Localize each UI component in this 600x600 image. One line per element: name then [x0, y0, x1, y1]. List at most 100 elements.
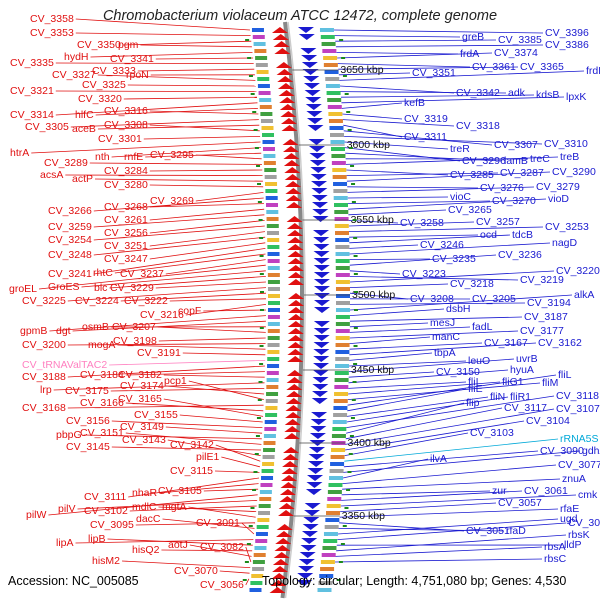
gene-label-left[interactable]: aceB — [72, 123, 96, 135]
gene-label-right[interactable]: rfaD — [506, 525, 526, 537]
gene-label-left[interactable]: blc — [94, 282, 107, 294]
gene-label-right[interactable]: greB — [462, 31, 484, 43]
gene-label-left[interactable]: CV_3268 — [104, 201, 148, 213]
gene-label-right[interactable]: CV_3246 — [420, 239, 464, 251]
gene-label-right[interactable]: CV_3177 — [520, 325, 564, 337]
gene-label-right[interactable]: CV_3118 — [556, 390, 599, 402]
gene-label-left[interactable]: CV_3102 — [84, 505, 128, 517]
gene-label-right[interactable]: manC — [432, 331, 460, 343]
gene-label-left[interactable]: CV_3082 — [200, 541, 244, 553]
gene-label-right[interactable]: CV_3219 — [520, 274, 564, 286]
gene-label-right[interactable]: CV_3396 — [545, 27, 589, 39]
gene-label-right[interactable]: CV_3374 — [494, 47, 538, 59]
gene-label-right[interactable]: CV_3270 — [492, 195, 536, 207]
gene-label-right[interactable]: znuA — [562, 473, 586, 485]
gene-label-left[interactable]: dacC — [136, 513, 161, 525]
gene-label-right[interactable]: CV_3103 — [470, 427, 514, 439]
gene-label-right[interactable]: CV_3290 — [552, 166, 596, 178]
gene-label-left[interactable]: CV_3261 — [104, 214, 148, 226]
gene-label-right[interactable]: rbsA — [544, 541, 566, 553]
gene-label-right[interactable]: CV_3351 — [412, 67, 456, 79]
gene-label-left[interactable]: pbpG — [56, 429, 82, 441]
gene-label-left[interactable]: CV_3188 — [22, 371, 66, 383]
gene-label-left[interactable]: copF — [178, 305, 201, 317]
gene-label-right[interactable]: fadL — [472, 321, 493, 333]
gene-label-right[interactable]: CV_3365 — [520, 61, 564, 73]
gene-label-left[interactable]: pgm — [118, 39, 139, 51]
gene-label-left[interactable]: CV_3321 — [10, 85, 54, 97]
gene-label-left[interactable]: CV_3251 — [104, 240, 148, 252]
gene-label-right[interactable]: gdhA — [582, 445, 600, 457]
gene-label-left[interactable]: CV_3224 — [75, 295, 119, 307]
gene-label-right[interactable]: CV_3090 — [540, 445, 584, 457]
gene-label-right[interactable]: fliI — [468, 376, 479, 388]
gene-label-right[interactable]: fliM — [542, 377, 558, 389]
gene-label-right[interactable]: CV_3162 — [538, 337, 582, 349]
gene-label-right[interactable]: uvrB — [516, 353, 538, 365]
gene-label-right[interactable]: kefB — [404, 97, 425, 109]
gene-label-right[interactable]: CV_3385 — [498, 34, 542, 46]
gene-label-left[interactable]: CV_3222 — [124, 295, 168, 307]
gene-label-left[interactable]: pilE1 — [196, 451, 220, 463]
gene-label-left[interactable]: mgtA — [162, 501, 187, 513]
gene-label-left[interactable]: CV_3248 — [48, 249, 92, 261]
gene-label-right[interactable]: lpxK — [566, 91, 586, 103]
gene-label-left[interactable]: CV_3175 — [65, 385, 109, 397]
gene-label-left[interactable]: CV_3237 — [120, 268, 164, 280]
gene-label-left[interactable]: CV_3143 — [122, 434, 166, 446]
gene-label-left[interactable]: CV_3151 — [80, 427, 124, 439]
gene-label-left[interactable]: CV_3145 — [66, 441, 110, 453]
gene-label-right[interactable]: fliG1 — [502, 376, 524, 388]
gene-label-right[interactable]: mesJ — [430, 317, 455, 329]
gene-label-right[interactable]: CV_3205 — [472, 293, 516, 305]
gene-label-right[interactable]: frdD — [586, 65, 600, 77]
gene-label-left[interactable]: CV_3335 — [10, 57, 54, 69]
gene-label-right[interactable]: CV_3287 — [500, 167, 544, 179]
gene-label-right[interactable]: lldP — [564, 539, 582, 551]
gene-label-right[interactable]: CV_3253 — [545, 221, 589, 233]
gene-label-left[interactable]: rhtC — [93, 267, 113, 279]
gene-label-left[interactable]: CV_3165 — [118, 393, 162, 405]
gene-label-right[interactable]: fliL — [558, 369, 572, 381]
gene-label-right[interactable]: CV_3220 — [556, 265, 600, 277]
gene-label-right[interactable]: tbpA — [434, 347, 456, 359]
gene-label-right[interactable]: ugd — [560, 513, 578, 525]
gene-label-left[interactable]: gpmB — [20, 325, 47, 337]
gene-label-right[interactable]: vioD — [548, 193, 569, 205]
gene-label-left[interactable]: CV_3259 — [48, 221, 92, 233]
gene-label-left[interactable]: CV_3166 — [80, 397, 124, 409]
gene-label-right[interactable]: rfaE — [560, 503, 579, 515]
gene-label-right[interactable]: CV_3235 — [432, 253, 476, 265]
gene-label-left[interactable]: CV_3289 — [44, 157, 88, 169]
gene-label-left[interactable]: mogA — [88, 339, 115, 351]
gene-label-left[interactable]: CV_3358 — [30, 13, 74, 25]
gene-label-right[interactable]: CV_3223 — [402, 268, 446, 280]
gene-label-right[interactable]: dsbH — [446, 303, 471, 315]
gene-label-right[interactable]: lamB — [504, 155, 528, 167]
gene-label-right[interactable]: CV_3276 — [480, 182, 524, 194]
gene-label-left[interactable]: CV_tRNAValTAC2 — [22, 359, 107, 371]
gene-label-left[interactable]: CV_3266 — [48, 205, 92, 217]
gene-label-right[interactable]: CV_3051 — [466, 525, 510, 537]
gene-label-right[interactable]: fliN — [490, 391, 505, 403]
gene-label-left[interactable]: aotJ — [168, 539, 188, 551]
gene-label-right[interactable]: zur — [492, 485, 507, 497]
gene-label-right[interactable]: CV_3296 — [462, 155, 506, 167]
gene-label-left[interactable]: lipA — [56, 537, 74, 549]
gene-label-left[interactable]: CV_3191 — [137, 347, 181, 359]
gene-label-left[interactable]: CV_3325 — [82, 79, 126, 91]
gene-label-left[interactable]: nth — [95, 151, 110, 163]
gene-label-left[interactable]: CV_3070 — [174, 565, 218, 577]
gene-label-right[interactable]: CV_3117 — [504, 402, 547, 414]
gene-label-left[interactable]: CV_3184 — [80, 369, 124, 381]
gene-label-left[interactable]: CV_3327 — [52, 69, 96, 81]
gene-label-left[interactable]: CV_3280 — [104, 179, 148, 191]
gene-label-right[interactable]: CV_3307 — [494, 139, 538, 151]
gene-label-right[interactable]: CV_3311 — [404, 131, 447, 143]
gene-label-right[interactable]: CV_3342 — [456, 87, 500, 99]
gene-label-left[interactable]: CV_3174 — [120, 380, 164, 392]
gene-label-left[interactable]: hisM2 — [92, 555, 120, 567]
gene-label-left[interactable]: hisQ2 — [132, 544, 160, 556]
gene-label-left[interactable]: CV_3142 — [170, 439, 214, 451]
gene-label-right[interactable]: CV_3236 — [498, 249, 542, 261]
